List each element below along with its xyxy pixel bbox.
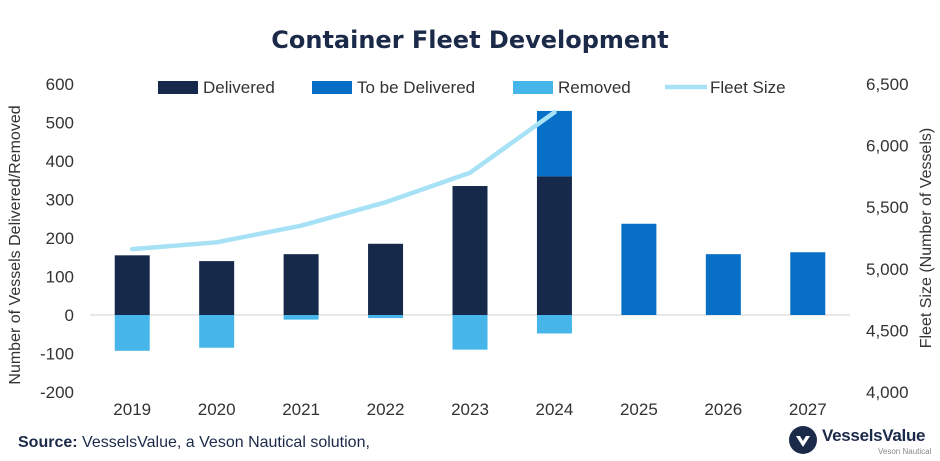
y2-tick-label: 4,000	[866, 383, 909, 402]
bar-delivered-2019	[114, 255, 150, 315]
y-tick-label: 200	[46, 229, 74, 248]
y-tick-label: 600	[46, 75, 74, 94]
x-tick-label: 2027	[789, 400, 827, 419]
x-tick-label: 2024	[536, 400, 574, 419]
y2-tick-label: 5,000	[866, 260, 909, 279]
y-tick-label: 400	[46, 152, 74, 171]
source-note: Source: VesselsValue, a Veson Nautical s…	[18, 434, 370, 452]
vesselsvalue-logo: VesselsValue Veson Nautical	[786, 420, 936, 460]
bar-delivered-2022	[368, 243, 404, 315]
legend-swatch-removed	[513, 81, 553, 94]
bar-to-be-delivered-2026	[705, 254, 741, 315]
x-tick-label: 2019	[113, 400, 151, 419]
bar-delivered-2024	[536, 176, 572, 315]
y2-tick-label: 4,500	[866, 321, 909, 340]
source-text: VesselsValue, a Veson Nautical solution,	[77, 434, 370, 451]
logo-sub: Veson Nautical	[878, 447, 932, 456]
x-tick-label: 2021	[282, 400, 320, 419]
y-tick-label: -200	[40, 383, 74, 402]
x-tick-label: 2025	[620, 400, 658, 419]
bar-delivered-2021	[283, 254, 319, 315]
y-tick-label: 0	[65, 306, 74, 325]
y2-tick-label: 5,500	[866, 198, 909, 217]
chart-title: Container Fleet Development	[271, 26, 669, 54]
logo-icon	[789, 426, 817, 454]
bar-removed-2023	[452, 315, 488, 350]
legend-swatch-to-be-delivered	[312, 81, 352, 94]
y-tick-label: 500	[46, 114, 74, 133]
legend-label-delivered: Delivered	[203, 78, 275, 97]
y2-axis-label: Fleet Size (Number of Vessels)	[918, 128, 935, 349]
bar-removed-2021	[283, 315, 319, 320]
x-tick-label: 2020	[198, 400, 236, 419]
bar-to-be-delivered-2027	[790, 252, 826, 315]
y2-tick-label: 6,000	[866, 137, 909, 156]
y-tick-label: -100	[40, 345, 74, 364]
y-tick-label: 100	[46, 268, 74, 287]
x-tick-label: 2026	[704, 400, 742, 419]
legend-swatch-delivered	[158, 81, 198, 94]
legend-label-to-be-delivered: To be Delivered	[357, 78, 475, 97]
x-tick-label: 2023	[451, 400, 489, 419]
bar-removed-2022	[368, 315, 404, 319]
bar-removed-2020	[199, 315, 235, 348]
legend: Delivered To be Delivered Removed Fleet Siz…	[158, 78, 786, 97]
y2-tick-label: 6,500	[866, 75, 909, 94]
x-axis-ticks: 2019 2020 2021 2022 2023 2024 2025 2026 2027	[113, 400, 826, 419]
source-label: Source:	[18, 434, 78, 451]
bar-removed-2019	[114, 315, 150, 351]
x-tick-label: 2022	[367, 400, 405, 419]
left-axis-ticks: 600 500 400 300 200 100 0 -100 -200	[40, 75, 74, 402]
bar-to-be-delivered-2025	[621, 223, 657, 315]
fleet-size-line-layer	[129, 110, 557, 252]
y-tick-label: 300	[46, 191, 74, 210]
legend-label-removed: Removed	[558, 78, 631, 97]
logo-name: VesselsValue	[822, 426, 926, 445]
legend-label-fleet-size: Fleet Size	[710, 78, 786, 97]
right-axis-ticks: 6,500 6,000 5,500 5,000 4,500 4,000	[866, 75, 909, 402]
y-axis-label: Number of Vessels Delivered/Removed	[7, 105, 24, 384]
fleet-size-line	[129, 110, 557, 252]
bar-delivered-2020	[199, 261, 235, 315]
bar-removed-2024	[536, 315, 572, 334]
bar-delivered-2023	[452, 186, 488, 315]
bars	[114, 110, 826, 351]
